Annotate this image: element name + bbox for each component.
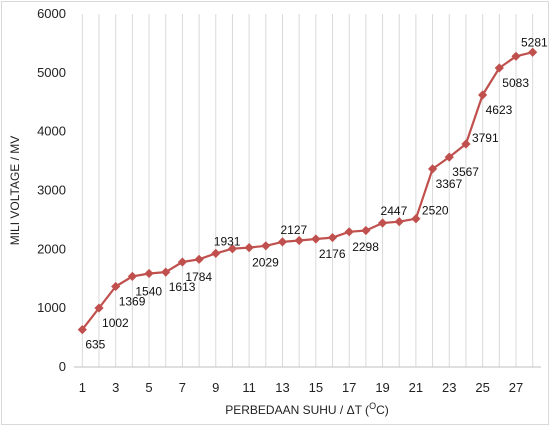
y-axis-ticks: 0 1000 2000 3000 4000 5000 6000 [37, 6, 66, 374]
y-tick-label: 2000 [37, 241, 66, 256]
data-label: 5083 [502, 76, 529, 90]
x-tick-label: 23 [442, 380, 456, 395]
data-point [211, 249, 220, 258]
data-point [194, 255, 203, 264]
y-tick-label: 1000 [37, 300, 66, 315]
y-tick-label: 3000 [37, 183, 66, 198]
data-point [378, 218, 387, 227]
x-tick-label: 3 [112, 380, 119, 395]
x-tick-label: 15 [309, 380, 323, 395]
data-point [395, 217, 404, 226]
x-tick-label: 19 [375, 380, 389, 395]
data-label: 3791 [472, 131, 499, 145]
data-label: 1784 [185, 270, 212, 284]
data-label: 2029 [252, 256, 279, 270]
data-label: 5281 [521, 35, 548, 49]
y-tick-label: 6000 [37, 6, 66, 21]
data-point [278, 237, 287, 246]
data-label: 1931 [214, 234, 241, 248]
x-axis-ticks: 1 3 5 7 9 11 13 15 17 19 21 23 25 27 [79, 380, 523, 395]
data-point [361, 226, 370, 235]
x-axis-title-main: PERBEDAAN SUHU / ΔT ( [225, 403, 369, 417]
data-label: 3567 [452, 165, 479, 179]
data-label: 4623 [486, 103, 513, 117]
data-point [411, 214, 420, 223]
x-tick-label: 5 [145, 380, 152, 395]
x-tick-label: 27 [509, 380, 523, 395]
data-point [311, 234, 320, 243]
data-label: 1002 [102, 316, 129, 330]
data-label: 635 [85, 338, 105, 352]
x-tick-label: 21 [409, 380, 423, 395]
x-tick-label: 9 [212, 380, 219, 395]
data-label: 2127 [280, 223, 307, 237]
data-point [245, 243, 254, 252]
x-tick-label: 11 [242, 380, 256, 395]
data-label: 1540 [135, 284, 162, 298]
data-point [144, 269, 153, 278]
x-tick-label: 1 [79, 380, 86, 395]
x-axis-title-superscript: O [369, 401, 376, 411]
y-axis-title: MILI VOLTAGE / MV [8, 136, 22, 246]
data-point [328, 233, 337, 242]
data-point [261, 241, 270, 250]
data-label: 2447 [381, 204, 408, 218]
data-label: 2176 [319, 247, 346, 261]
x-tick-label: 7 [179, 380, 186, 395]
data-point [345, 227, 354, 236]
x-tick-label: 25 [475, 380, 489, 395]
data-label: 2520 [422, 204, 449, 218]
y-tick-label: 5000 [37, 65, 66, 80]
data-point [295, 236, 304, 245]
x-axis-title-unit: C) [376, 403, 389, 417]
data-label: 2298 [352, 240, 379, 254]
grid-lines [82, 14, 532, 367]
y-tick-label: 0 [59, 359, 66, 374]
x-tick-label: 17 [342, 380, 356, 395]
x-tick-label: 13 [275, 380, 289, 395]
x-axis-title: PERBEDAAN SUHU / ΔT (OC) [225, 401, 389, 417]
y-tick-label: 4000 [37, 124, 66, 139]
data-point [178, 257, 187, 266]
